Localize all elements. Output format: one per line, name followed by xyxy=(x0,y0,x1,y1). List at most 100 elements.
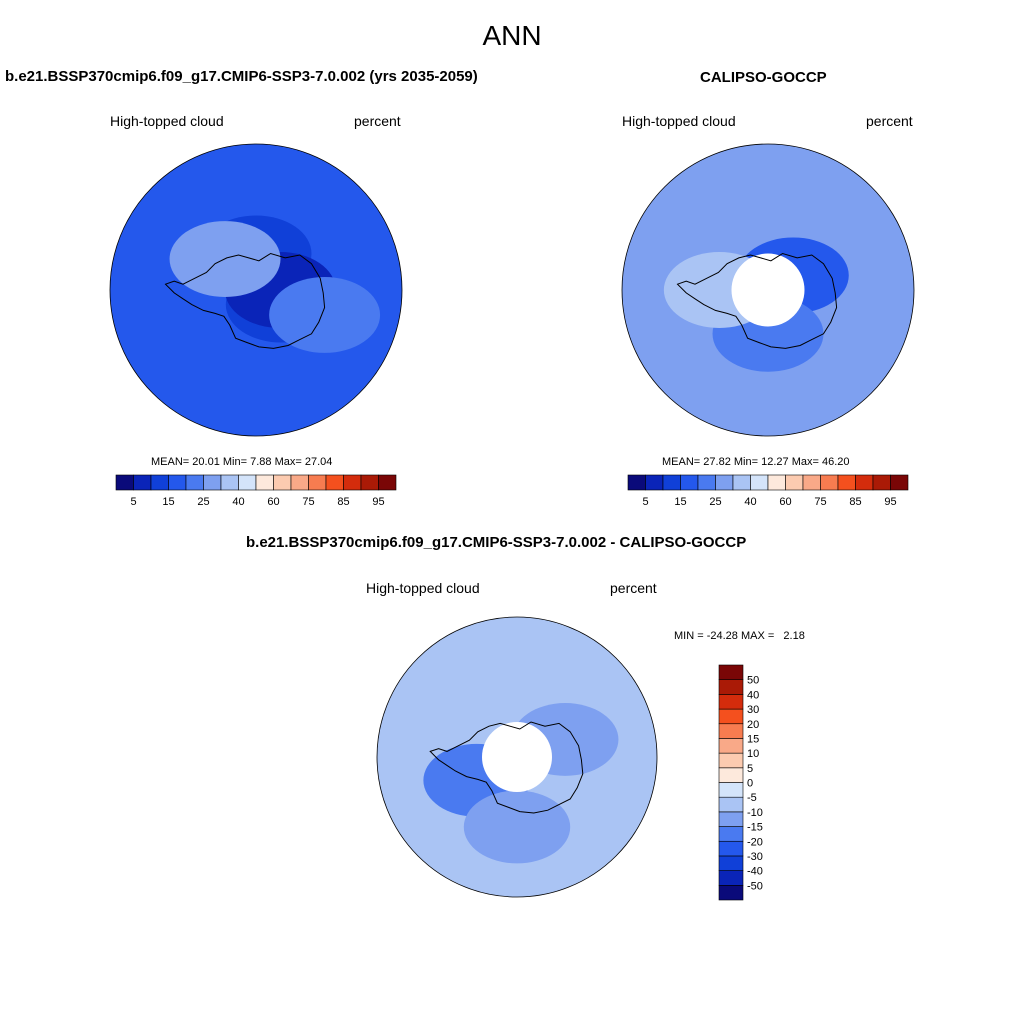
colorbar-swatch xyxy=(627,474,646,491)
colorbar-swatch xyxy=(718,723,744,739)
colorbar-tick-label: 30 xyxy=(747,704,759,716)
colorbar-swatch xyxy=(718,782,744,798)
panel3-stats: MIN = -24.28 MAX = 2.18 xyxy=(674,630,805,642)
colorbar-swatch xyxy=(802,474,821,491)
colorbar-swatch xyxy=(308,474,327,491)
colorbar-swatch xyxy=(378,474,397,491)
panel2-max-label: Max= xyxy=(791,456,819,468)
colorbar-tick-label: 40 xyxy=(232,496,244,508)
colorbar-swatch xyxy=(343,474,362,491)
colorbar-swatch xyxy=(855,474,874,491)
colorbar-tick-label: 95 xyxy=(884,496,896,508)
panel1-mean: 20.01 xyxy=(192,456,220,468)
colorbar-swatch xyxy=(697,474,716,491)
colorbar-swatch xyxy=(168,474,187,491)
colorbar-tick-label: -15 xyxy=(747,822,763,834)
panel1-min-label: Min= xyxy=(222,456,248,468)
colorbar-tick-label: 15 xyxy=(162,496,174,508)
colorbar-swatch xyxy=(325,474,344,491)
antarctica-coastline xyxy=(164,252,326,349)
colorbar-swatch xyxy=(718,855,744,871)
colorbar-swatch xyxy=(767,474,786,491)
panel1-colorbar: 5 15 25 40 60 75 85 95 xyxy=(115,474,397,508)
colorbar-tick-label: -30 xyxy=(747,851,763,863)
colorbar-swatch xyxy=(238,474,257,491)
colorbar-swatch xyxy=(718,840,744,857)
map-border xyxy=(109,143,403,437)
panel1-max-label: Max= xyxy=(274,456,302,468)
colorbar-swatch xyxy=(360,474,379,491)
colorbar-tick-label: 5 xyxy=(642,496,648,508)
colorbar-swatch xyxy=(750,474,769,491)
colorbar-swatch xyxy=(255,474,274,491)
colorbar-swatch xyxy=(718,708,744,725)
colorbar-swatch xyxy=(718,796,744,813)
colorbar-swatch xyxy=(680,474,699,491)
colorbar-tick-label: 40 xyxy=(744,496,756,508)
colorbar-swatch xyxy=(290,474,309,491)
colorbar-swatch xyxy=(718,694,744,710)
colorbar-swatch xyxy=(872,474,891,491)
map-border xyxy=(376,616,658,898)
colorbar-tick-label: 60 xyxy=(779,496,791,508)
panel1-stats: MEAN= 20.01 Min= 7.88 Max= 27.04 xyxy=(151,456,332,468)
colorbar-swatch xyxy=(203,474,222,491)
colorbar-tick-label: 85 xyxy=(337,496,349,508)
colorbar-tick-label: 15 xyxy=(674,496,686,508)
colorbar-tick-label: 15 xyxy=(747,733,759,745)
colorbar-tick-label: 5 xyxy=(130,496,136,508)
panel2-stats: MEAN= 27.82 Min= 12.27 Max= 46.20 xyxy=(662,456,850,468)
colorbar-swatch xyxy=(785,474,804,491)
missing-data-pole xyxy=(482,722,552,792)
colorbar-tick-label: -40 xyxy=(747,866,763,878)
panel2-min: 12.27 xyxy=(761,456,789,468)
colorbar-swatch xyxy=(645,474,664,491)
panel2-mean-label: MEAN= xyxy=(662,456,701,468)
panel1-max: 27.04 xyxy=(304,456,333,468)
colorbar-tick-label: 75 xyxy=(302,496,314,508)
colorbar-swatch xyxy=(718,767,744,783)
colorbar-tick-label: 10 xyxy=(747,748,759,760)
panel2-title: CALIPSO-GOCCP xyxy=(700,69,827,86)
colorbar-tick-label: -50 xyxy=(747,880,763,892)
page-title: ANN xyxy=(482,20,542,51)
panel2-variable: High-topped cloud xyxy=(622,113,736,129)
colorbar-tick-label: -20 xyxy=(747,836,763,848)
colorbar-tick-label: 25 xyxy=(709,496,721,508)
panel2-min-label: Min= xyxy=(733,456,759,468)
colorbar-tick-label: 75 xyxy=(814,496,826,508)
colorbar-swatch xyxy=(837,474,856,491)
missing-data-pole xyxy=(731,253,805,327)
colorbar-swatch xyxy=(150,474,169,491)
colorbar-swatch xyxy=(718,752,744,769)
panel1-mean-label: MEAN= xyxy=(151,456,190,468)
panel1-variable: High-topped cloud xyxy=(110,113,224,129)
colorbar-swatch xyxy=(133,474,152,491)
colorbar-tick-label: 60 xyxy=(267,496,279,508)
field-region xyxy=(463,790,571,864)
colorbar-swatch xyxy=(718,738,744,754)
colorbar-swatch xyxy=(718,811,744,827)
colorbar-swatch xyxy=(718,870,744,886)
colorbar-tick-label: 25 xyxy=(197,496,209,508)
colorbar-swatch xyxy=(718,826,744,842)
colorbar-swatch xyxy=(273,474,292,491)
colorbar-swatch xyxy=(185,474,204,491)
colorbar-tick-label: 95 xyxy=(372,496,384,508)
field-region xyxy=(269,277,381,353)
colorbar-tick-label: -10 xyxy=(747,807,763,819)
panel3-map xyxy=(376,616,658,898)
panel1-map xyxy=(109,143,403,437)
colorbar-swatch xyxy=(820,474,839,491)
panel3-title: b.e21.BSSP370cmip6.f09_g17.CMIP6-SSP3-7.… xyxy=(246,534,747,551)
colorbar-tick-label: 40 xyxy=(747,689,759,701)
colorbar-swatch xyxy=(115,474,134,491)
map-border xyxy=(621,143,915,437)
colorbar-tick-label: -5 xyxy=(747,792,757,804)
colorbar-swatch xyxy=(718,679,744,695)
panel2-map xyxy=(621,143,915,437)
colorbar-tick-label: 50 xyxy=(747,675,759,687)
panel2-mean: 27.82 xyxy=(703,456,731,468)
